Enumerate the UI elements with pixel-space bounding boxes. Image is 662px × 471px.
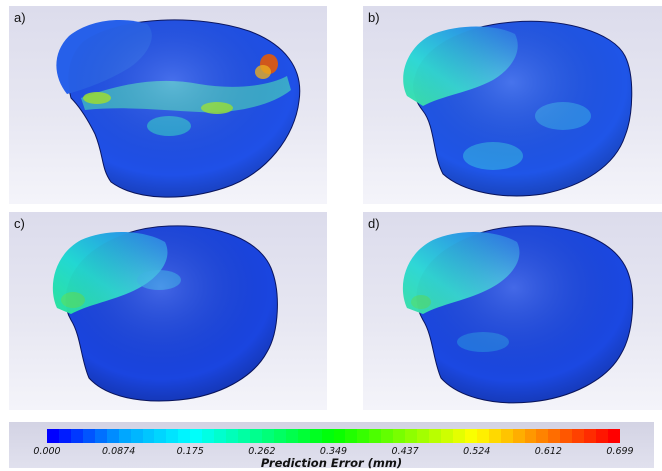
- colorbar-tick-label: 0.0874: [102, 446, 136, 457]
- colorbar-title: Prediction Error (mm): [260, 456, 403, 470]
- colorbar-step: [178, 429, 191, 443]
- colorbar-step: [381, 429, 394, 443]
- colorbar-step: [297, 429, 310, 443]
- colorbar-step: [82, 429, 95, 443]
- colorbar-tick-label: 0.437: [391, 446, 419, 457]
- mesh-b: [403, 20, 633, 197]
- colorbar-step: [524, 429, 537, 443]
- panel-a: a): [9, 6, 327, 204]
- panel-d: d): [363, 212, 662, 410]
- colorbar-step: [142, 429, 155, 443]
- colorbar-step: [58, 429, 71, 443]
- colorbar-step: [202, 429, 215, 443]
- colorbar-step: [608, 429, 620, 443]
- colorbar-step: [452, 429, 465, 443]
- panel-label: a): [14, 10, 26, 25]
- colorbar-step: [512, 429, 525, 443]
- colorbar-step: [476, 429, 489, 443]
- colorbar-step: [357, 429, 370, 443]
- colorbar-step: [464, 429, 477, 443]
- colorbar-step: [405, 429, 418, 443]
- colorbar-step: [345, 429, 358, 443]
- colorbar-step: [118, 429, 131, 443]
- colorbar-ticks: 0.000 0.0874 0.175 0.262 0.349 0.437 0.524 0.61…: [9, 446, 654, 458]
- colorbar-step: [190, 429, 203, 443]
- colorbar-tick-label: 0.349: [319, 446, 348, 457]
- colorbar-step: [249, 429, 262, 443]
- panel-c: c): [9, 212, 327, 410]
- panel-b: b): [363, 6, 662, 204]
- colorbar-tick-label: 0.699: [606, 446, 634, 457]
- colorbar-step: [417, 429, 429, 443]
- mesh-c: [52, 225, 278, 402]
- colorbar-step: [94, 429, 107, 443]
- colorbar-tick-label: 0.524: [463, 446, 491, 457]
- colorbar-step: [238, 429, 250, 443]
- colorbar-step: [596, 429, 609, 443]
- colorbar-step: [536, 429, 549, 443]
- colorbar-step: [393, 429, 406, 443]
- colorbar-step: [214, 429, 227, 443]
- mesh-d: [402, 225, 634, 404]
- colorbar-step: [560, 429, 573, 443]
- colorbar-step: [584, 429, 597, 443]
- colorbar-step: [261, 429, 274, 443]
- panel-label: b): [368, 10, 380, 25]
- colorbar-step: [154, 429, 167, 443]
- colorbar-step: [226, 429, 238, 443]
- colorbar-step: [106, 429, 119, 443]
- colorbar-step: [273, 429, 286, 443]
- colorbar-step: [47, 429, 59, 443]
- colorbar-tick-label: 0.000: [33, 446, 61, 457]
- colorbar: [47, 429, 620, 443]
- panel-label: d): [368, 216, 380, 231]
- colorbar-tick-label: 0.612: [534, 446, 562, 457]
- colorbar-step: [548, 429, 561, 443]
- colorbar-step: [130, 429, 143, 443]
- colorbar-step: [572, 429, 585, 443]
- colorbar-step: [70, 429, 83, 443]
- colorbar-step: [321, 429, 334, 443]
- colorbar-tick-label: 0.262: [248, 446, 276, 457]
- mesh-a: [56, 19, 301, 198]
- colorbar-step: [500, 429, 513, 443]
- colorbar-step: [429, 429, 441, 443]
- colorbar-step: [166, 429, 179, 443]
- panel-label: c): [14, 216, 25, 231]
- colorbar-legend: 0.000 0.0874 0.175 0.262 0.349 0.437 0.524 0.61…: [9, 422, 654, 470]
- colorbar-step: [440, 429, 453, 443]
- colorbar-step: [369, 429, 382, 443]
- colorbar-step: [333, 429, 346, 443]
- colorbar-step: [309, 429, 322, 443]
- colorbar-step: [285, 429, 298, 443]
- colorbar-step: [488, 429, 501, 443]
- colorbar-tick-label: 0.175: [176, 446, 204, 457]
